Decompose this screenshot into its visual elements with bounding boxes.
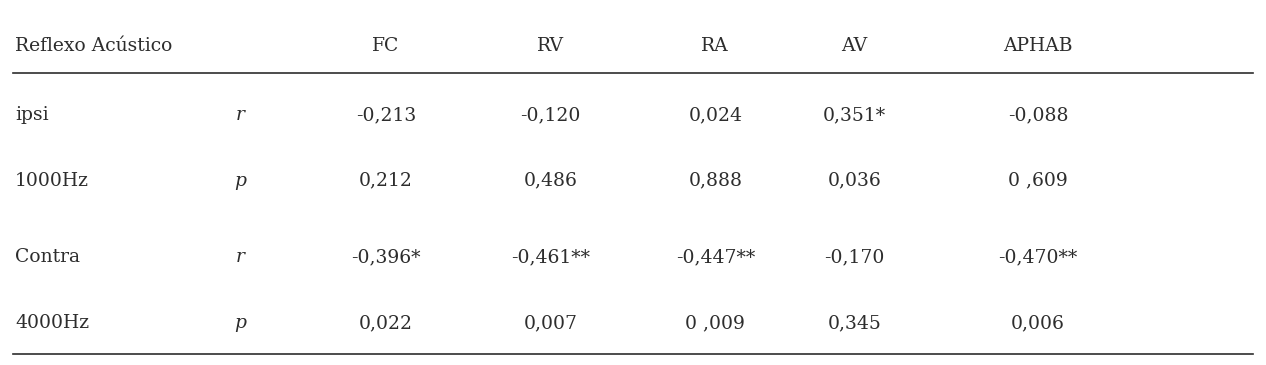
Text: 0,888: 0,888: [689, 172, 742, 190]
Text: FC: FC: [372, 36, 400, 55]
Text: -0,120: -0,120: [520, 106, 581, 124]
Text: 0,024: 0,024: [689, 106, 742, 124]
Text: -0,088: -0,088: [1008, 106, 1069, 124]
Text: RV: RV: [537, 36, 565, 55]
Text: -0,447**: -0,447**: [676, 248, 755, 266]
Text: p: p: [234, 172, 247, 190]
Text: 1000Hz: 1000Hz: [15, 172, 89, 190]
Text: 4000Hz: 4000Hz: [15, 314, 90, 332]
Text: ipsi: ipsi: [15, 106, 49, 124]
Text: 0,007: 0,007: [524, 314, 577, 332]
Text: -0,170: -0,170: [824, 248, 885, 266]
Text: RA: RA: [701, 36, 729, 55]
Text: 0,486: 0,486: [524, 172, 577, 190]
Text: 0,345: 0,345: [828, 314, 881, 332]
Text: -0,213: -0,213: [356, 106, 417, 124]
Text: 0,351*: 0,351*: [823, 106, 886, 124]
Text: r: r: [235, 248, 246, 266]
Text: AV: AV: [842, 36, 867, 55]
Text: 0,022: 0,022: [360, 314, 413, 332]
Text: r: r: [235, 106, 246, 124]
Text: Reflexo Acústico: Reflexo Acústico: [15, 36, 172, 55]
Text: -0,461**: -0,461**: [511, 248, 590, 266]
Text: p: p: [234, 314, 247, 332]
Text: APHAB: APHAB: [1004, 36, 1072, 55]
Text: 0 ,009: 0 ,009: [685, 314, 746, 332]
Text: 0,212: 0,212: [360, 172, 413, 190]
Text: 0 ,609: 0 ,609: [1008, 172, 1069, 190]
Text: -0,396*: -0,396*: [352, 248, 420, 266]
Text: -0,470**: -0,470**: [999, 248, 1077, 266]
Text: Contra: Contra: [15, 248, 80, 266]
Text: 0,036: 0,036: [828, 172, 881, 190]
Text: 0,006: 0,006: [1012, 314, 1065, 332]
